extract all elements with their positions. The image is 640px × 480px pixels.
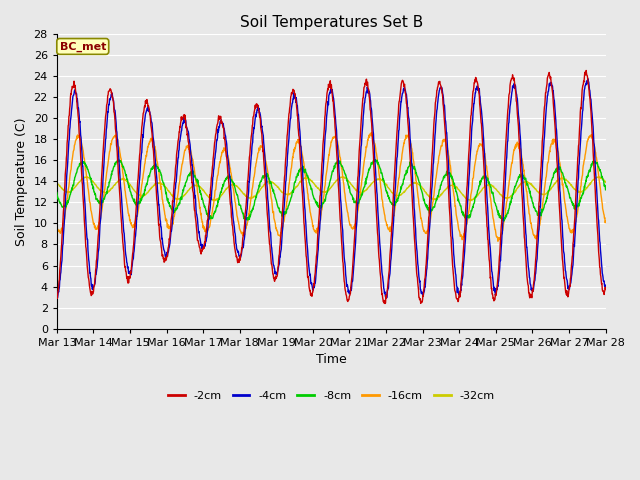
Y-axis label: Soil Temperature (C): Soil Temperature (C) [15,117,28,246]
Legend: -2cm, -4cm, -8cm, -16cm, -32cm: -2cm, -4cm, -8cm, -16cm, -32cm [163,387,499,406]
Text: BC_met: BC_met [60,41,106,51]
Title: Soil Temperatures Set B: Soil Temperatures Set B [239,15,423,30]
X-axis label: Time: Time [316,353,347,366]
